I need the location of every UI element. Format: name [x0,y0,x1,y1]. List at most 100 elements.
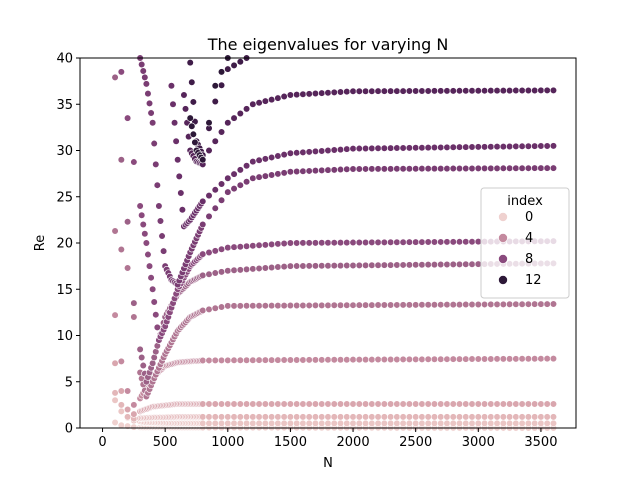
scatter-point [455,143,464,151]
scatter-point [305,419,313,427]
scatter-point [443,238,451,246]
scatter-point [480,87,489,95]
scatter-point [537,355,545,363]
scatter-point [430,261,439,269]
scatter-point [111,389,119,397]
scatter-point [217,81,226,89]
scatter-point [543,355,551,363]
scatter-point [374,355,382,364]
scatter-point [449,419,457,427]
scatter-point [280,169,288,177]
scatter-point [286,149,295,157]
scatter-point [355,400,363,408]
y-tick-label: 40 [56,52,73,67]
scatter-point [117,68,125,76]
scatter-point [418,87,426,95]
scatter-point [311,400,320,408]
scatter-point [480,143,489,151]
scatter-point [480,419,489,427]
scatter-point [211,186,219,194]
scatter-point [330,356,338,364]
scatter-point [499,355,507,363]
scatter-point [324,301,332,309]
scatter-point [343,400,351,408]
scatter-point [224,419,232,427]
scatter-point [268,302,276,310]
legend: index 0 4 8 12 [480,187,570,299]
scatter-point [480,413,489,421]
scatter-point [217,68,226,76]
scatter-point [274,413,282,421]
scatter-point [531,400,539,408]
scatter-point [368,355,376,364]
scatter-point [211,419,219,427]
scatter-point [399,165,407,173]
scatter-point [211,82,219,90]
scatter-point [205,356,213,365]
scatter-point [152,311,160,319]
scatter-point [305,301,313,310]
scatter-point [418,355,426,363]
scatter-point [361,144,370,153]
scatter-point [399,400,407,408]
scatter-point [205,270,213,278]
scatter-point [387,301,395,309]
scatter-point [293,239,301,247]
scatter-point [311,413,320,421]
scatter-point [123,114,132,122]
scatter-point [117,156,125,164]
scatter-point [518,400,526,408]
scatter-point [268,263,276,272]
scatter-point [437,400,445,408]
scatter-point [299,239,307,247]
scatter-point [343,88,351,96]
scatter-point [217,196,226,204]
scatter-point [374,165,382,173]
scatter-point [512,413,520,421]
scatter-point [274,170,282,178]
scatter-point [549,419,558,427]
scatter-point [305,167,313,175]
y-tick-label: 5 [65,375,73,390]
scatter-point [305,239,313,247]
scatter-point [499,164,507,172]
scatter-point [217,245,226,253]
scatter-point [169,100,177,108]
scatter-point [430,143,439,152]
scatter-point [274,240,282,248]
scatter-point [393,413,401,421]
scatter-point [236,419,244,427]
scatter-point [286,419,295,427]
scatter-point [361,301,370,309]
y-tick-label: 20 [56,237,73,252]
scatter-point [468,260,476,268]
scatter-point [405,400,414,408]
scatter-point [293,400,301,408]
scatter-point [211,204,219,212]
x-axis: 0 500 1000 1500 2000 2500 3000 3500 [98,428,557,450]
scatter-point [455,413,464,421]
scatter-point [186,59,194,67]
scatter-point [480,400,489,408]
scatter-point [474,355,482,363]
scatter-point [343,419,351,427]
y-tick-label: 35 [56,98,73,113]
scatter-point [236,243,244,251]
scatter-point [537,142,545,150]
scatter-point [224,413,232,421]
x-tick-label: 0 [98,435,106,450]
scatter-point [311,89,320,98]
scatter-point [361,261,370,269]
scatter-point [324,356,332,364]
scatter-point [236,166,244,174]
scatter-point [318,301,326,309]
scatter-point [493,164,501,172]
scatter-point [255,302,263,310]
scatter-point [405,413,414,421]
y-axis: 0 5 10 15 20 25 30 35 40 [56,52,80,437]
scatter-point [318,419,326,427]
scatter-point [153,181,161,189]
scatter-point [443,87,451,95]
scatter-point [224,119,232,127]
scatter-point [242,178,251,186]
